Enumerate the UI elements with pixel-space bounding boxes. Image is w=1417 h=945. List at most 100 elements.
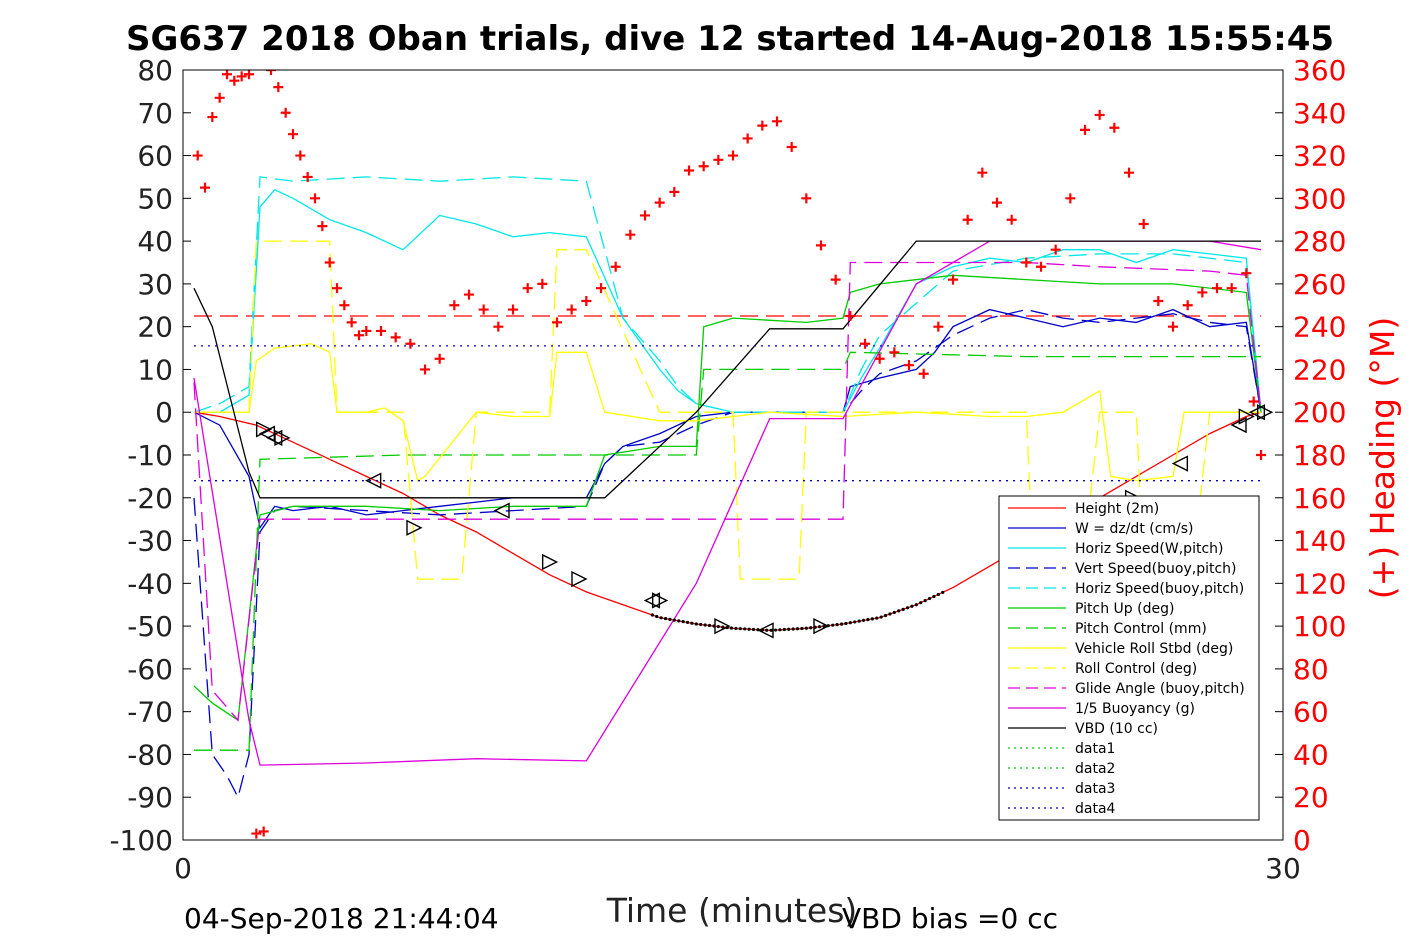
legend-label: data3: [1075, 781, 1115, 797]
y-right-tick-label: 40: [1293, 738, 1329, 771]
height-dot: [914, 603, 918, 607]
y-left-tick-label: -80: [127, 738, 173, 771]
right-triangle-marker: [1238, 408, 1255, 425]
heading-point: [1212, 283, 1222, 294]
y-left-tick-label: 50: [137, 182, 173, 215]
y-left-tick-label: -20: [127, 482, 173, 515]
axes-ticks-layer: 80706050403020100-10-20-30-40-50-60-70-8…: [109, 54, 1346, 885]
height-dot: [650, 613, 654, 617]
heading-point: [772, 116, 782, 127]
heading-point: [801, 193, 812, 204]
right-triangle-marker: [1256, 404, 1274, 421]
y-left-tick-label: 60: [137, 140, 173, 173]
footer-timestamp: 04-Sep-2018 21:44:04: [184, 902, 499, 935]
heading-point: [317, 221, 328, 232]
heading-point: [640, 210, 650, 221]
y-left-tick-label: -10: [127, 439, 173, 472]
y-left-tick-label: -70: [127, 696, 173, 729]
right-triangle-marker: [714, 617, 731, 635]
heading-point: [236, 71, 247, 82]
heading-point: [1006, 214, 1017, 225]
heading-point: [214, 92, 225, 103]
y-right-tick-label: 80: [1293, 653, 1329, 686]
height-dot: [707, 623, 712, 628]
height-dot: [716, 624, 720, 629]
heading-point: [1021, 257, 1032, 268]
legend-label: Glide Angle (buoy,pitch): [1075, 681, 1245, 697]
heading-point: [434, 353, 445, 364]
heading-point: [200, 182, 210, 193]
y-left-tick-label: 0: [155, 396, 173, 429]
y-right-tick-label: 240: [1293, 311, 1346, 344]
right-triangle-marker: [813, 617, 830, 635]
height-dot: [905, 606, 910, 610]
left-triangle-marker: [493, 502, 510, 519]
heading-point: [1241, 268, 1252, 279]
y-right-tick-label: 0: [1293, 824, 1311, 857]
y-right-tick-label: 220: [1293, 353, 1346, 386]
heading-point: [610, 261, 621, 272]
height-dot: [791, 627, 795, 631]
heading-point: [757, 120, 768, 131]
height-dot: [668, 617, 672, 621]
y-right-tick-label: 280: [1293, 225, 1346, 258]
series-line-5: [193, 274, 1262, 722]
y-right-tick-label: 360: [1293, 54, 1346, 87]
y-left-tick-label: 10: [137, 353, 173, 386]
heading-point: [266, 70, 276, 75]
height-dot: [703, 623, 707, 627]
right-y-axis-label: (+) Heading (°M): [1363, 317, 1402, 599]
heading-point: [244, 70, 254, 80]
height-dot: [663, 616, 668, 621]
height-dot: [738, 627, 742, 631]
height-dot: [659, 616, 663, 620]
x-tick-label: 0: [174, 852, 192, 885]
series-line-11: [193, 240, 1261, 499]
height-dot: [778, 628, 782, 632]
height-dot: [747, 627, 751, 631]
heading-point: [1036, 261, 1046, 272]
height-dot: [672, 618, 676, 622]
heading-point: [933, 321, 944, 332]
legend-label: data1: [1075, 741, 1115, 757]
heading-point: [251, 828, 262, 839]
heading-point: [889, 347, 900, 358]
y-right-tick-label: 340: [1293, 97, 1346, 130]
heading-point: [310, 193, 320, 204]
y-left-tick-label: 70: [137, 97, 173, 130]
heading-point: [1168, 321, 1178, 332]
height-dot: [743, 627, 747, 631]
legend-label: Roll Control (deg): [1075, 661, 1197, 677]
heading-point: [684, 165, 694, 176]
height-dot: [866, 618, 870, 622]
height-dot: [927, 596, 932, 601]
heading-point: [354, 330, 364, 341]
height-dot: [875, 616, 879, 620]
heading-point: [698, 161, 709, 172]
height-dot: [870, 617, 874, 621]
heading-point: [845, 310, 856, 321]
height-dot: [848, 621, 852, 625]
height-dot: [883, 613, 888, 618]
heading-point: [596, 283, 606, 294]
y-left-tick-label: 80: [137, 54, 173, 87]
y-right-tick-label: 200: [1293, 396, 1346, 429]
series-line-7: [194, 343, 1261, 482]
heading-point: [258, 826, 269, 837]
heading-point: [552, 317, 562, 328]
series-line-2: [194, 189, 1262, 413]
legend-label: Height (2m): [1075, 501, 1159, 517]
heading-point: [830, 274, 841, 285]
height-dot: [839, 622, 844, 626]
heading-point: [361, 325, 372, 336]
y-right-tick-label: 160: [1293, 482, 1346, 515]
height-dot: [699, 622, 703, 627]
heading-point: [904, 360, 914, 371]
heading-point: [464, 289, 474, 300]
left-triangle-marker: [757, 622, 774, 639]
legend-label: Pitch Control (mm): [1075, 621, 1207, 637]
height-dot: [787, 627, 791, 631]
legend-label: VBD (10 cc): [1075, 721, 1158, 737]
series-line-9: [193, 261, 1262, 722]
